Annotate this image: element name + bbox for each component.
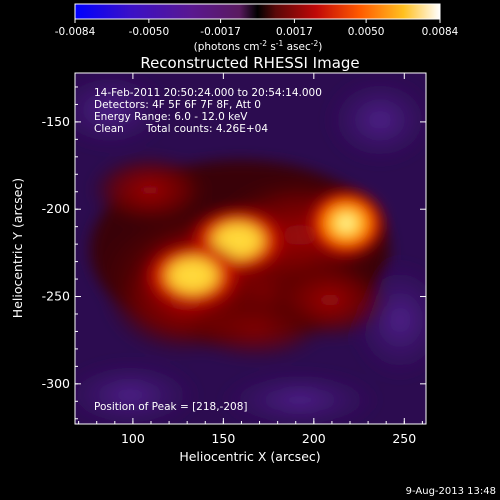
y-tick-label: -200	[42, 201, 70, 216]
image-area	[75, 73, 426, 424]
colorbar-ticks	[74, 19, 441, 23]
colorbar-tick-labels: -0.0084 -0.0050 -0.0017 0.0017 0.0050 0.0084	[55, 26, 459, 38]
emission-source	[307, 189, 386, 258]
footer-timestamp: 9-Aug-2013 13:48	[406, 486, 496, 497]
annotation-energy: Energy Range: 6.0 - 12.0 keV	[94, 111, 248, 123]
annotation-detectors: Detectors: 4F 5F 6F 7F 8F, Att 0	[94, 99, 261, 111]
colorbar-tick-label: 0.0084	[422, 26, 459, 38]
x-tick-label: 150	[211, 431, 235, 446]
colorbar-tick-label: 0.0017	[276, 26, 313, 38]
y-tick-label: -150	[42, 114, 70, 129]
annotation-counts: Total counts: 4.26E+04	[145, 123, 268, 135]
colorbar-units: (photons cm-2 s-1 asec-2)	[194, 39, 323, 53]
x-tick-label: 100	[121, 431, 145, 446]
annotation-time: 14-Feb-2011 20:50:24.000 to 20:54:14.000	[94, 87, 322, 99]
y-tick-label: -300	[42, 376, 70, 391]
y-axis-label: Heliocentric Y (arcsec)	[10, 178, 25, 318]
emission-sources	[139, 189, 386, 312]
annotation-method: Clean	[94, 123, 124, 135]
x-tick-label: 250	[392, 431, 416, 446]
colorbar-gradient	[74, 3, 441, 20]
plot-frame	[74, 72, 427, 425]
colorbar-tick-label: -0.0050	[129, 26, 170, 38]
colorbar: -0.0084 -0.0050 -0.0017 0.0017 0.0050 0.0084 …	[55, 3, 459, 53]
x-axis-label: Heliocentric X (arcsec)	[179, 449, 320, 464]
emission-source-core	[167, 257, 218, 294]
x-tick-label: 200	[302, 431, 326, 446]
y-tick-label: -250	[42, 289, 70, 304]
colorbar-tick-label: -0.0017	[200, 26, 241, 38]
annotation-peak: Position of Peak = [218,-208]	[94, 401, 248, 413]
x-axis: 100 150 200 250	[78, 73, 423, 446]
y-axis: -150 -200 -250 -300	[42, 86, 426, 420]
annotations: 14-Feb-2011 20:50:24.000 to 20:54:14.000…	[94, 87, 322, 413]
colorbar-tick-label: -0.0084	[55, 26, 96, 38]
colorbar-tick-label: 0.0050	[348, 26, 385, 38]
chart-title: Reconstructed RHESSI Image	[140, 54, 359, 72]
